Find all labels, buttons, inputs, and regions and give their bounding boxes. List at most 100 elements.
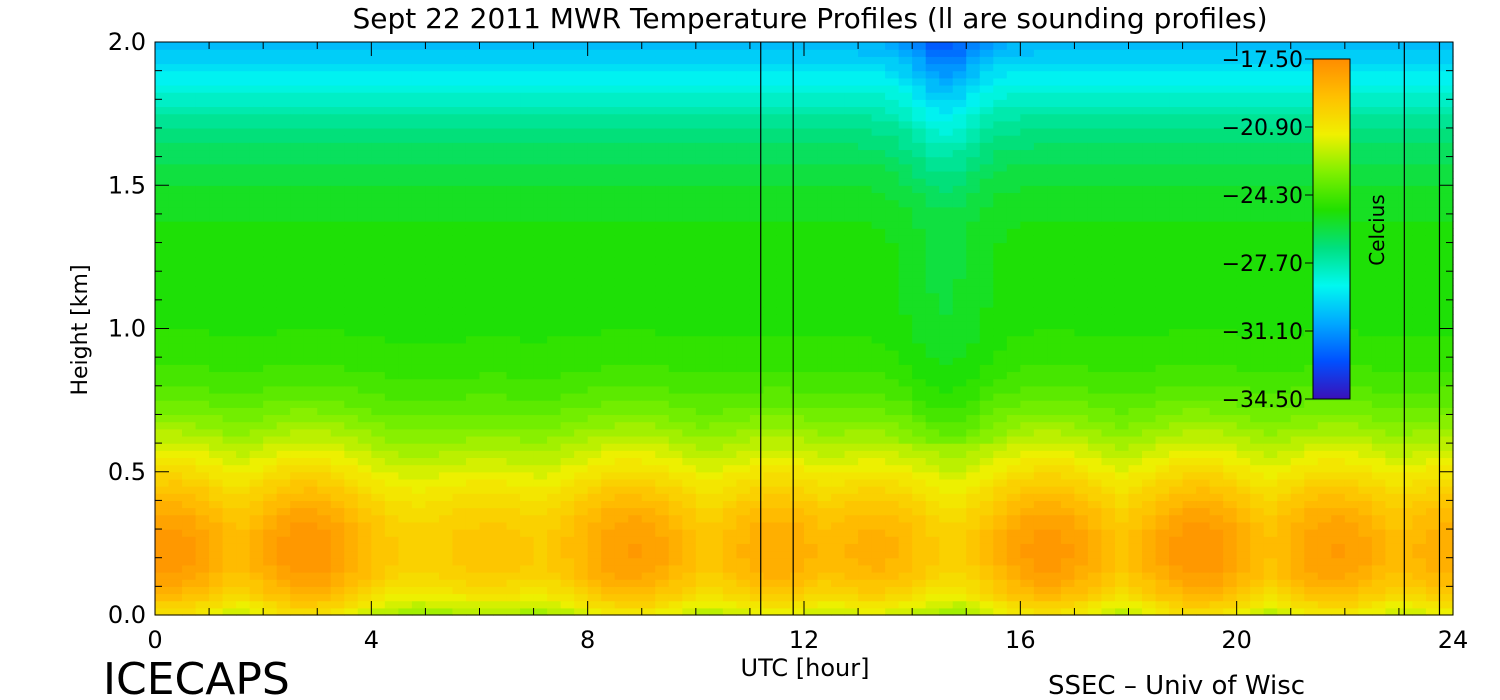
heatmap-cell [182, 586, 197, 595]
heatmap-cell [641, 256, 656, 265]
heatmap-cell [506, 307, 521, 315]
heatmap-cell [939, 163, 954, 172]
heatmap-cell [371, 163, 386, 172]
heatmap-cell [547, 135, 562, 143]
heatmap-cell [330, 135, 345, 143]
heatmap-cell [709, 56, 724, 65]
heatmap-cell [601, 49, 616, 57]
heatmap-cell [844, 349, 859, 358]
heatmap-cell [763, 56, 778, 65]
heatmap-cell [371, 142, 386, 151]
heatmap-cell [655, 228, 670, 236]
heatmap-cell [411, 307, 427, 315]
heatmap-cell [182, 478, 197, 487]
heatmap-cell [155, 256, 170, 265]
heatmap-cell [384, 285, 399, 294]
heatmap-cell [601, 142, 616, 151]
heatmap-cell [222, 607, 237, 616]
heatmap-cell [263, 249, 278, 258]
heatmap-cell [560, 70, 575, 79]
heatmap-cell [587, 378, 602, 387]
heatmap-cell [871, 335, 886, 344]
heatmap-cell [871, 550, 886, 559]
heatmap-cell [479, 314, 494, 322]
heatmap-cell [628, 192, 643, 201]
heatmap-cell [722, 428, 737, 437]
heatmap-cell [979, 400, 994, 408]
heatmap-cell [749, 428, 765, 437]
heatmap-cell [939, 357, 954, 365]
heatmap-cell [655, 328, 670, 337]
heatmap-cell [655, 586, 670, 595]
heatmap-cell [452, 292, 467, 301]
heatmap-cell [871, 106, 886, 115]
heatmap-cell [898, 92, 913, 100]
heatmap-cell [344, 464, 359, 473]
heatmap-cell [276, 486, 291, 494]
heatmap-cell [438, 271, 454, 279]
heatmap-cell [222, 335, 237, 344]
heatmap-cell [790, 529, 805, 537]
heatmap-cell [209, 357, 224, 365]
heatmap-cell [912, 299, 927, 308]
heatmap-cell [249, 249, 264, 258]
heatmap-cell [560, 170, 575, 179]
heatmap-cell [303, 235, 318, 244]
heatmap-cell [249, 70, 264, 79]
heatmap-cell [493, 507, 508, 516]
heatmap-cell [709, 486, 724, 494]
heatmap-cell [682, 321, 697, 330]
heatmap-cell [790, 428, 805, 437]
heatmap-cell [547, 149, 562, 158]
heatmap-cell [966, 56, 981, 65]
heatmap-cell [276, 314, 291, 322]
heatmap-cell [182, 56, 197, 65]
heatmap-cell [222, 206, 237, 215]
heatmap-cell [236, 457, 251, 466]
heatmap-cell [804, 149, 819, 158]
heatmap-cell [885, 607, 900, 616]
heatmap-cell [763, 49, 778, 57]
heatmap-cell [939, 385, 954, 394]
heatmap-cell [479, 471, 494, 480]
heatmap-cell [749, 292, 765, 301]
heatmap-cell [817, 550, 832, 559]
heatmap-cell [885, 185, 900, 194]
heatmap-cell [628, 256, 643, 265]
heatmap-cell [236, 92, 251, 100]
heatmap-cell [709, 564, 724, 573]
heatmap-cell [547, 49, 562, 57]
heatmap-cell [790, 421, 805, 430]
heatmap-cell [641, 156, 656, 165]
heatmap-cell [939, 285, 954, 294]
heatmap-cell [898, 142, 913, 151]
heatmap-cell [344, 443, 359, 451]
heatmap-cell [155, 392, 170, 401]
heatmap-cell [763, 307, 778, 315]
heatmap-cell [655, 471, 670, 480]
heatmap-cell [465, 42, 481, 50]
heatmap-cell [560, 471, 575, 480]
heatmap-cell [790, 557, 805, 566]
heatmap-cell [398, 557, 413, 566]
heatmap-cell [993, 579, 1008, 587]
heatmap-cell [398, 256, 413, 265]
heatmap-cell [844, 579, 859, 587]
heatmap-cell [344, 163, 359, 172]
heatmap-cell [885, 99, 900, 108]
heatmap-cell [844, 543, 859, 552]
heatmap-cell [885, 127, 900, 136]
heatmap-cell [411, 493, 427, 501]
heatmap-cell [695, 464, 710, 473]
heatmap-cell [547, 206, 562, 215]
heatmap-cell [155, 56, 170, 65]
heatmap-cell [574, 514, 589, 523]
heatmap-cell [831, 450, 846, 459]
heatmap-cell [438, 385, 454, 394]
heatmap-cell [411, 84, 427, 93]
heatmap-cell [574, 127, 589, 136]
heatmap-cell [709, 478, 724, 487]
heatmap-cell [317, 120, 332, 129]
heatmap-cell [641, 321, 656, 330]
heatmap-cell [722, 106, 737, 115]
